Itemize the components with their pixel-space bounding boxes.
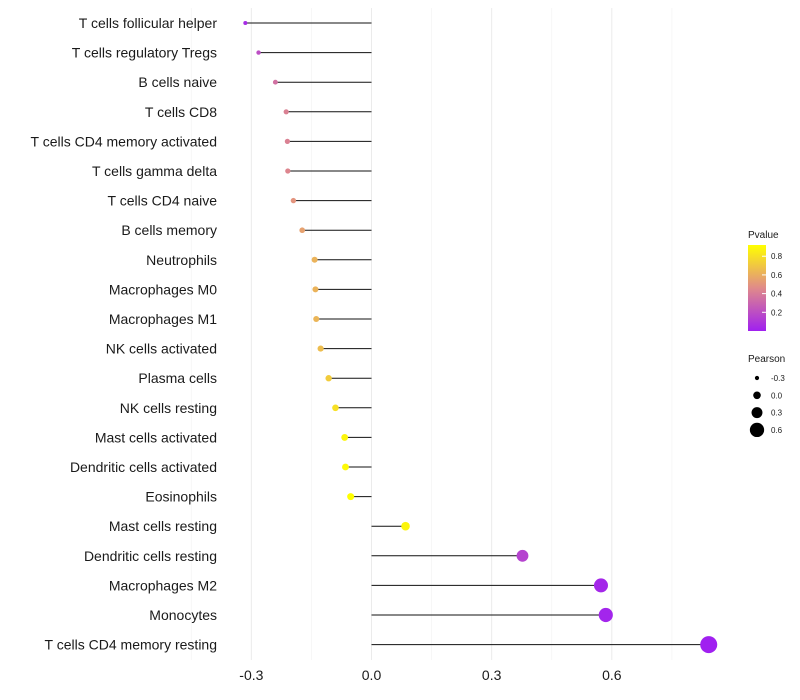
category-label: Mast cells resting xyxy=(109,518,217,534)
lollipop-dot xyxy=(312,286,319,293)
category-label: NK cells activated xyxy=(106,341,217,357)
pearson-legend-title: Pearson xyxy=(748,354,785,365)
lollipop-dot xyxy=(342,463,349,471)
pvalue-colorbar xyxy=(748,245,766,331)
category-label: T cells CD4 memory resting xyxy=(45,637,217,653)
lollipop-dot xyxy=(256,50,261,55)
category-label: T cells regulatory Tregs xyxy=(72,45,217,61)
lollipop-dot xyxy=(299,227,306,234)
category-label: Monocytes xyxy=(149,607,217,623)
category-labels: T cells follicular helper T cells regulat… xyxy=(31,15,218,653)
category-label: Neutrophils xyxy=(146,252,217,268)
pearson-legend: Pearson -0.3 0.0 0.3 0.6 xyxy=(748,354,785,438)
x-tick-label: -0.3 xyxy=(239,667,263,683)
lollipop-dot xyxy=(341,433,349,441)
lollipop-dot xyxy=(317,345,324,352)
category-label: T cells CD4 memory activated xyxy=(31,133,217,149)
size-legend-dot xyxy=(753,391,761,400)
lollipop-dot xyxy=(311,256,318,263)
grid-lines xyxy=(190,8,673,660)
category-label: NK cells resting xyxy=(120,400,217,416)
category-label: Macrophages M0 xyxy=(109,281,217,297)
lollipop-dot xyxy=(290,197,297,204)
size-legend-label: 0.6 xyxy=(771,426,783,435)
colorbar-tick-label: 0.8 xyxy=(771,252,783,261)
category-label: T cells CD4 naive xyxy=(108,193,218,209)
lollipop-dot xyxy=(401,521,410,531)
size-legend-dot xyxy=(751,407,763,419)
colorbar-tick-label: 0.6 xyxy=(771,271,783,280)
lollipop-dot xyxy=(347,493,355,501)
category-label: B cells naive xyxy=(138,74,217,90)
size-legend-label: 0.0 xyxy=(771,391,783,400)
category-label: Macrophages M2 xyxy=(109,577,217,593)
category-label: T cells CD8 xyxy=(145,104,217,120)
lollipop-dot xyxy=(285,168,291,174)
size-legend-label: 0.3 xyxy=(771,409,783,418)
category-label: Macrophages M1 xyxy=(109,311,217,327)
colorbar-tick-label: 0.2 xyxy=(771,308,783,317)
size-legend-dot xyxy=(754,375,760,381)
size-legend-label: -0.3 xyxy=(771,374,785,383)
category-label: T cells follicular helper xyxy=(79,15,218,31)
lollipop-dot xyxy=(593,578,608,593)
x-axis-ticks: -0.3 0.0 0.3 0.6 xyxy=(239,667,621,683)
category-label: T cells gamma delta xyxy=(92,163,217,179)
x-tick-label: 0.3 xyxy=(482,667,502,683)
lollipop-dot xyxy=(325,375,332,382)
x-tick-label: 0.0 xyxy=(362,667,382,683)
category-label: Dendritic cells resting xyxy=(84,548,217,564)
colorbar-tick-label: 0.4 xyxy=(771,290,783,299)
lollipop-dot xyxy=(243,20,248,26)
lollipop-dot xyxy=(283,109,289,115)
lollipop-stems xyxy=(245,22,709,646)
lollipop-dot xyxy=(272,79,278,85)
category-label: Dendritic cells activated xyxy=(70,459,217,475)
x-tick-label: 0.6 xyxy=(602,667,622,683)
category-label: Plasma cells xyxy=(138,370,217,386)
lollipop-dot xyxy=(284,138,291,145)
lollipop-dot xyxy=(516,549,529,562)
category-label: B cells memory xyxy=(121,222,217,238)
pvalue-legend: Pvalue 0.8 0.6 0.4 0.2 xyxy=(748,230,783,331)
category-label: Eosinophils xyxy=(145,489,217,505)
lollipop-dot xyxy=(313,315,320,323)
lollipop-dot xyxy=(332,404,339,412)
pvalue-legend-title: Pvalue xyxy=(748,230,779,241)
category-label: Mast cells activated xyxy=(95,429,217,445)
lollipop-dot xyxy=(598,607,613,623)
size-legend-dot xyxy=(749,422,765,438)
lollipop-dot xyxy=(700,636,718,654)
lollipop-dots xyxy=(243,20,718,654)
